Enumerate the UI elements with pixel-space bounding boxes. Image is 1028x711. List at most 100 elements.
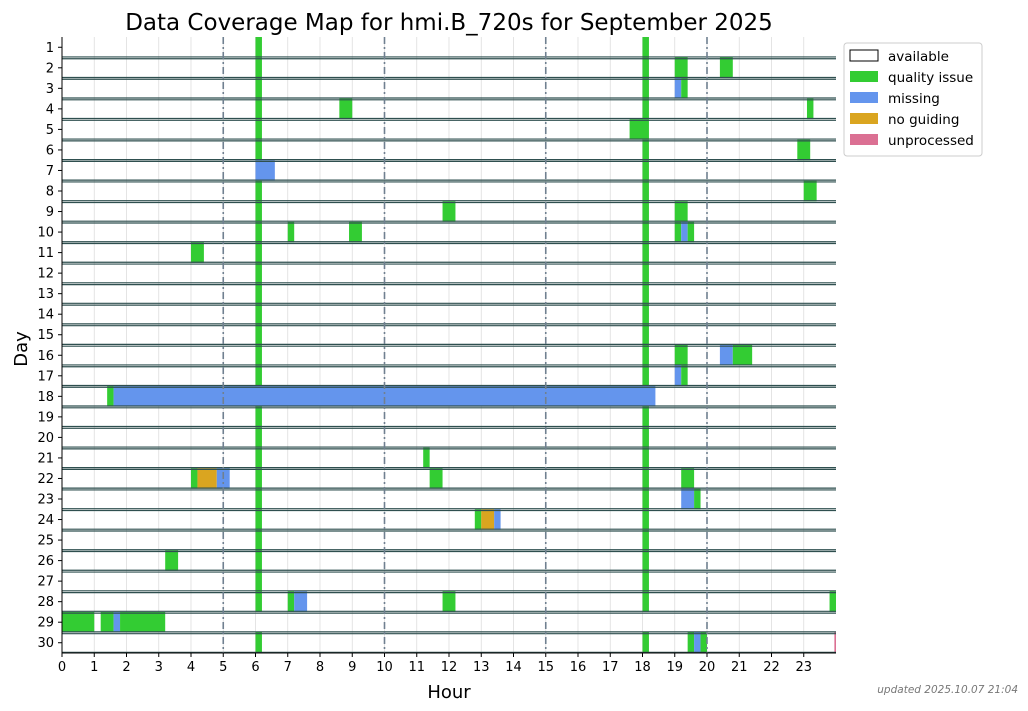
segment-day18-missing-56 bbox=[113, 386, 656, 407]
x-tick-label-2: 2 bbox=[122, 660, 130, 675]
y-tick-label-29: 29 bbox=[37, 616, 54, 631]
segment-day25-quality-80 bbox=[255, 529, 262, 551]
segment-day21-quality-63 bbox=[642, 447, 649, 469]
segment-day9-quality-25 bbox=[442, 201, 456, 222]
updated-footnote: updated 2025.10.07 21:04 bbox=[877, 684, 1018, 696]
x-tick-label-11: 11 bbox=[408, 660, 425, 675]
segment-day9-quality-26 bbox=[642, 201, 649, 222]
segment-day10-quality-28 bbox=[255, 221, 262, 243]
x-tick-label-7: 7 bbox=[284, 660, 292, 675]
segment-day13-quality-40 bbox=[255, 283, 262, 304]
segment-day10-quality-30 bbox=[349, 221, 362, 243]
segment-day10-quality-34 bbox=[687, 221, 695, 243]
segment-day30-quality-97 bbox=[255, 632, 262, 653]
segment-day11-quality-36 bbox=[255, 242, 262, 263]
segment-day16-quality-48 bbox=[674, 345, 688, 366]
y-tick-label-8: 8 bbox=[46, 185, 54, 200]
segment-day22-noguiding-65 bbox=[197, 468, 217, 489]
x-axis-label: Hour bbox=[427, 682, 471, 703]
x-tick-label-6: 6 bbox=[251, 660, 259, 675]
segment-day28-quality-92 bbox=[829, 591, 836, 612]
segment-day22-quality-68 bbox=[429, 468, 443, 489]
segment-day3-quality-9 bbox=[681, 78, 688, 99]
segment-day16-quality-47 bbox=[642, 345, 649, 366]
chart-title: Data Coverage Map for hmi.B_720s for Sep… bbox=[125, 10, 773, 36]
y-tick-label-22: 22 bbox=[37, 472, 54, 487]
segment-day17-quality-54 bbox=[681, 365, 688, 387]
segment-day5-quality-14 bbox=[255, 119, 262, 140]
segment-day12-quality-38 bbox=[255, 262, 262, 284]
segment-day29-quality-93 bbox=[62, 611, 95, 633]
segment-day23-quality-71 bbox=[255, 488, 262, 510]
legend-swatch-unprocessed bbox=[850, 134, 878, 145]
legend-label-noguiding: no guiding bbox=[888, 112, 959, 128]
segment-day24-quality-75 bbox=[255, 509, 262, 530]
y-tick-label-20: 20 bbox=[37, 431, 54, 446]
segment-day18-quality-55 bbox=[107, 386, 114, 407]
x-tick-label-15: 15 bbox=[537, 660, 554, 675]
segment-day24-noguiding-77 bbox=[481, 509, 495, 530]
segment-day4-quality-12 bbox=[642, 98, 649, 120]
y-tick-label-21: 21 bbox=[37, 451, 54, 466]
segment-day28-quality-87 bbox=[255, 591, 262, 612]
x-tick-label-23: 23 bbox=[795, 660, 812, 675]
segment-day11-quality-37 bbox=[642, 242, 649, 263]
y-tick-label-10: 10 bbox=[37, 226, 54, 241]
segment-day4-quality-10 bbox=[255, 98, 262, 120]
segment-day3-missing-8 bbox=[674, 78, 682, 99]
segment-day3-quality-6 bbox=[255, 78, 262, 99]
segment-day6-quality-17 bbox=[642, 139, 649, 161]
y-tick-label-3: 3 bbox=[46, 82, 54, 97]
x-tick-label-13: 13 bbox=[473, 660, 490, 675]
x-tick-label-20: 20 bbox=[699, 660, 716, 675]
x-tick-label-21: 21 bbox=[731, 660, 748, 675]
y-tick-label-25: 25 bbox=[37, 534, 54, 549]
segment-day23-missing-73 bbox=[681, 488, 695, 510]
x-tick-label-0: 0 bbox=[58, 660, 66, 675]
segment-day24-quality-79 bbox=[642, 509, 649, 530]
legend-label-unprocessed: unprocessed bbox=[888, 133, 974, 149]
segment-day13-quality-41 bbox=[642, 283, 649, 304]
segment-day16-quality-50 bbox=[732, 345, 753, 366]
y-axis-label: Day bbox=[11, 331, 32, 367]
segment-day2-quality-3 bbox=[642, 57, 649, 79]
y-tick-label-30: 30 bbox=[37, 636, 54, 651]
legend-swatch-noguiding bbox=[850, 113, 878, 124]
segment-day25-quality-81 bbox=[642, 529, 649, 551]
segment-day3-quality-7 bbox=[642, 78, 649, 99]
segment-day2-quality-5 bbox=[719, 57, 733, 79]
x-tick-label-16: 16 bbox=[570, 660, 587, 675]
y-tick-label-5: 5 bbox=[46, 123, 54, 138]
x-tick-label-12: 12 bbox=[441, 660, 458, 675]
legend-label-missing: missing bbox=[888, 91, 940, 107]
segment-day22-quality-67 bbox=[255, 468, 262, 489]
segment-day20-quality-59 bbox=[255, 427, 262, 448]
segment-day4-quality-13 bbox=[806, 98, 814, 120]
legend-swatch-available bbox=[849, 49, 879, 62]
y-tick-label-15: 15 bbox=[37, 328, 54, 343]
segment-day23-quality-74 bbox=[694, 488, 701, 510]
segment-day16-missing-49 bbox=[719, 345, 733, 366]
segment-day9-quality-24 bbox=[255, 201, 262, 222]
x-tick-label-4: 4 bbox=[187, 660, 195, 675]
segment-day12-quality-39 bbox=[642, 262, 649, 284]
x-tick-label-9: 9 bbox=[348, 660, 356, 675]
x-tick-label-5: 5 bbox=[219, 660, 227, 675]
x-tick-label-10: 10 bbox=[376, 660, 393, 675]
segment-day23-quality-72 bbox=[642, 488, 649, 510]
segment-day6-quality-18 bbox=[797, 139, 811, 161]
y-tick-label-16: 16 bbox=[37, 349, 54, 364]
segment-day2-quality-4 bbox=[674, 57, 688, 79]
y-tick-label-28: 28 bbox=[37, 595, 54, 610]
segment-day9-quality-27 bbox=[674, 201, 688, 222]
segment-day30-quality-101 bbox=[700, 632, 707, 653]
segment-day30-quality-98 bbox=[642, 632, 649, 653]
segment-day28-quality-90 bbox=[442, 591, 456, 612]
segment-day6-quality-16 bbox=[255, 139, 262, 161]
segment-day19-quality-57 bbox=[255, 406, 262, 428]
segment-day30-unprocessed-102 bbox=[834, 632, 836, 653]
y-tick-label-11: 11 bbox=[37, 246, 54, 261]
y-tick-label-18: 18 bbox=[37, 390, 54, 405]
segment-day29-quality-96 bbox=[120, 611, 166, 633]
